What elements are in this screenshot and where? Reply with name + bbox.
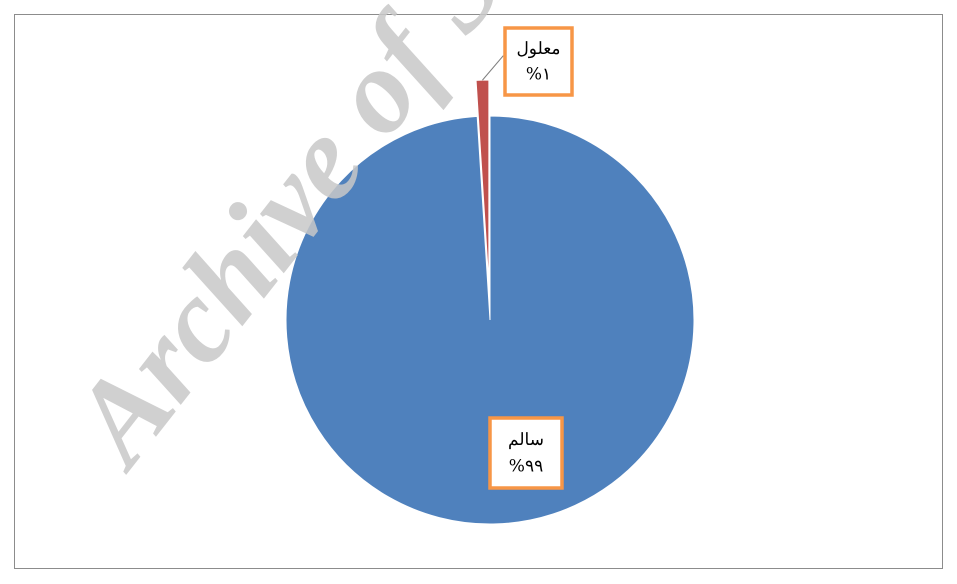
pie-slice <box>285 115 695 525</box>
label-box <box>503 26 574 97</box>
value-label: %٩٩ <box>509 457 543 477</box>
data-labels: سالم %٩٩ معلول %١ <box>482 26 574 490</box>
pie-slice <box>475 79 490 285</box>
pie <box>285 79 695 525</box>
label-box <box>488 416 564 490</box>
value-label: %١ <box>526 64 551 84</box>
category-label: سالم <box>508 430 544 450</box>
category-label: معلول <box>516 39 560 59</box>
